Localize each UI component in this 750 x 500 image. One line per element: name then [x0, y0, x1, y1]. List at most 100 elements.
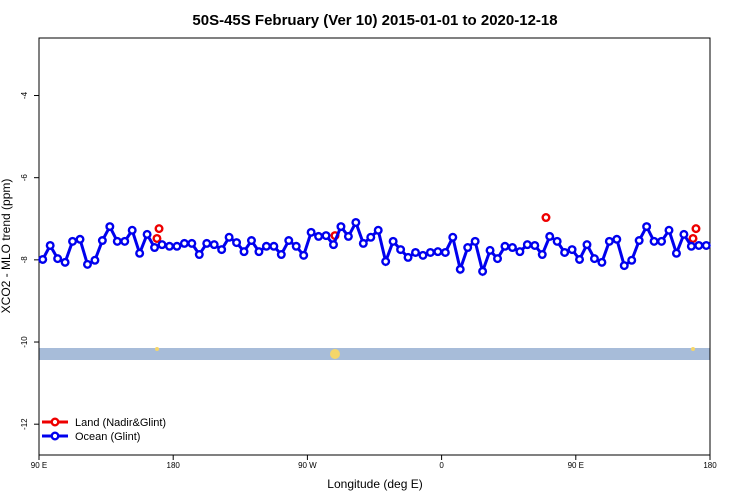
point	[530, 240, 540, 250]
point	[68, 236, 78, 246]
point	[314, 231, 324, 241]
point	[567, 245, 577, 255]
point	[152, 233, 162, 243]
y-axis-title: XCO2 - MLO trend (ppm)	[0, 179, 13, 314]
point	[336, 222, 346, 232]
point	[164, 241, 174, 251]
point	[82, 259, 92, 269]
point	[105, 222, 115, 232]
point	[127, 225, 137, 235]
point	[97, 236, 107, 246]
point	[470, 236, 480, 246]
point	[493, 254, 503, 264]
point	[291, 241, 301, 251]
point	[217, 245, 227, 255]
point	[522, 240, 532, 250]
y-tick-label: -10	[20, 336, 29, 348]
point	[187, 238, 197, 248]
point	[75, 234, 85, 244]
point	[440, 247, 450, 257]
point	[612, 234, 622, 244]
point	[254, 247, 264, 257]
point	[172, 241, 182, 251]
point	[604, 236, 614, 246]
point	[60, 257, 70, 267]
point	[657, 236, 667, 246]
coverage-spot	[691, 347, 695, 351]
legend-label: Land (Nadir&Glint)	[75, 417, 166, 429]
point	[411, 247, 421, 257]
point	[691, 224, 701, 234]
point	[694, 240, 704, 250]
point	[120, 236, 130, 246]
point	[366, 232, 376, 242]
point	[232, 238, 242, 248]
point	[142, 229, 152, 239]
point	[209, 240, 219, 250]
point	[507, 243, 517, 253]
legend-marker	[50, 431, 60, 441]
point	[541, 213, 551, 223]
point	[261, 241, 271, 251]
point	[45, 240, 55, 250]
point	[500, 241, 510, 251]
point	[597, 257, 607, 267]
x-tick-label: 90 W	[298, 461, 317, 470]
x-tick-label: 180	[703, 461, 717, 470]
point	[269, 241, 279, 251]
point	[381, 256, 391, 266]
point	[552, 236, 562, 246]
coverage-band	[39, 348, 710, 360]
chart-title: 50S-45S February (Ver 10) 2015-01-01 to …	[192, 12, 557, 29]
point	[321, 231, 331, 241]
point	[202, 238, 212, 248]
point	[328, 240, 338, 250]
point	[276, 250, 286, 260]
x-axis-title: Longitude (deg E)	[327, 477, 422, 491]
point	[671, 248, 681, 258]
point	[485, 245, 495, 255]
plot-frame	[38, 37, 711, 456]
point	[560, 247, 570, 257]
point	[545, 231, 555, 241]
y-tick-label: -4	[20, 91, 29, 99]
point	[433, 247, 443, 257]
x-tick-label: 90 E	[568, 461, 584, 470]
point	[194, 250, 204, 260]
point	[463, 243, 473, 253]
coverage-spot	[330, 349, 340, 359]
point	[582, 240, 592, 250]
point	[388, 236, 398, 246]
point	[157, 240, 167, 250]
point	[649, 236, 659, 246]
point	[634, 236, 644, 246]
x-tick-label: 180	[167, 461, 181, 470]
point	[418, 250, 428, 260]
point	[358, 238, 368, 248]
point	[403, 252, 413, 262]
point	[448, 232, 458, 242]
point	[478, 266, 488, 276]
point	[299, 250, 309, 260]
point	[150, 243, 160, 253]
coverage-spot	[155, 347, 159, 351]
point	[239, 247, 249, 257]
point	[537, 250, 547, 260]
point	[306, 227, 316, 237]
point	[351, 217, 361, 227]
point	[642, 222, 652, 232]
point	[224, 232, 234, 242]
x-tick-label: 0	[439, 461, 444, 470]
point	[455, 264, 465, 274]
point	[179, 238, 189, 248]
point	[627, 255, 637, 265]
point	[589, 254, 599, 264]
point	[246, 236, 256, 246]
point	[38, 254, 48, 264]
x-tick-label: 90 E	[31, 461, 47, 470]
point	[90, 255, 100, 265]
point	[343, 231, 353, 241]
point	[575, 254, 585, 264]
point	[679, 229, 689, 239]
